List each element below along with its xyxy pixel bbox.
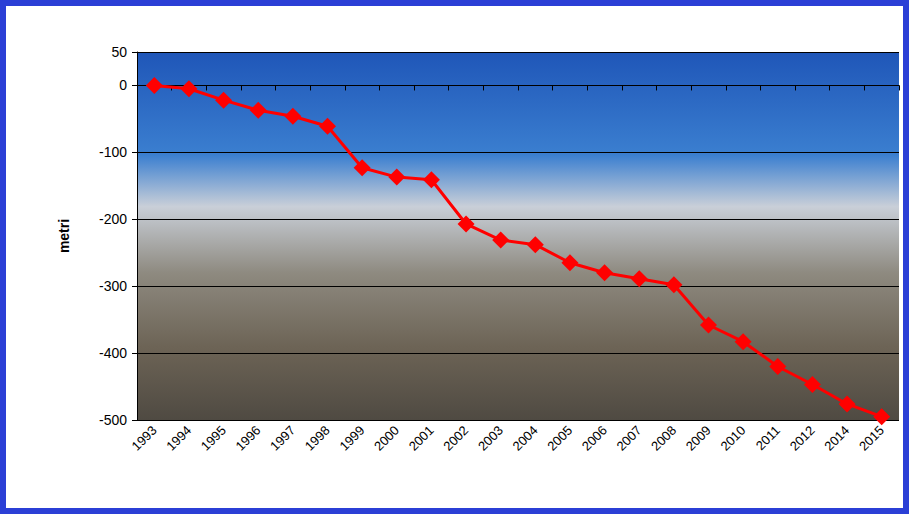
svg-text:2002: 2002 [440,423,471,454]
svg-text:2012: 2012 [787,423,818,454]
svg-text:2014: 2014 [821,423,852,454]
svg-text:1993: 1993 [129,423,160,454]
svg-text:2009: 2009 [683,423,714,454]
svg-text:1997: 1997 [267,423,298,454]
svg-text:2003: 2003 [475,423,506,454]
svg-text:2004: 2004 [510,423,541,454]
svg-text:2001: 2001 [406,423,437,454]
svg-text:-400: -400 [99,345,127,361]
svg-text:1995: 1995 [198,423,229,454]
svg-text:-500: -500 [99,412,127,428]
svg-text:2008: 2008 [648,423,679,454]
svg-text:2007: 2007 [613,423,644,454]
svg-text:2006: 2006 [579,423,610,454]
svg-text:2000: 2000 [371,423,402,454]
svg-text:2010: 2010 [717,423,748,454]
svg-text:2011: 2011 [753,423,783,453]
svg-text:1998: 1998 [302,423,333,454]
svg-text:-200: -200 [99,211,127,227]
svg-text:1996: 1996 [232,423,263,454]
svg-text:1994: 1994 [163,423,194,454]
svg-text:0: 0 [119,77,127,93]
svg-text:metri: metri [56,219,72,253]
svg-text:2005: 2005 [544,423,575,454]
svg-text:2015: 2015 [856,423,887,454]
svg-text:-100: -100 [99,144,127,160]
svg-text:1999: 1999 [336,423,367,454]
svg-text:-300: -300 [99,278,127,294]
svg-text:50: 50 [111,44,127,60]
